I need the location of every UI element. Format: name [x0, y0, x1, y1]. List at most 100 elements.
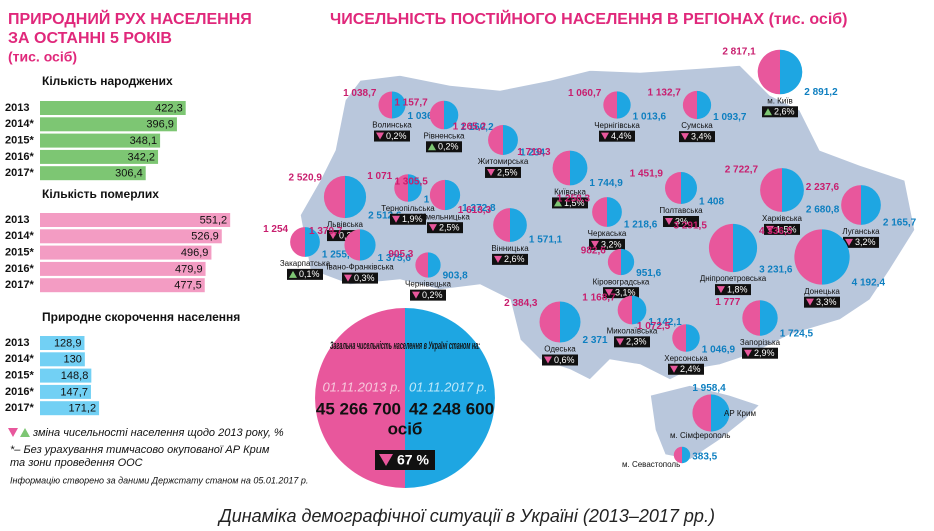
pie-2013 — [682, 90, 697, 120]
value-2013: 2 817,1 — [722, 46, 756, 57]
value-2017: 2 891,2 — [804, 87, 838, 98]
change-badge — [374, 130, 410, 142]
pie-2013 — [794, 229, 822, 285]
change-arrow — [665, 218, 673, 226]
value-2013: 1 254 — [263, 224, 288, 235]
bar-value-label: 348,1 — [130, 135, 158, 147]
pie-2017 — [607, 197, 622, 227]
total-half-2013 — [315, 308, 405, 488]
pie-2017 — [345, 175, 367, 219]
change-arrow — [744, 349, 752, 357]
region-name: м. Київ — [767, 96, 793, 105]
value-2013: 1 265,2 — [453, 122, 487, 133]
total-circle: Загальна чисельність населення в Україні… — [315, 308, 495, 488]
change-label: 2,5% — [439, 223, 460, 233]
bar-value-label: 342,2 — [128, 151, 156, 163]
bar-value-label: 148,8 — [61, 370, 89, 382]
pie-2017 — [686, 324, 700, 352]
region-name: Харківська — [762, 214, 803, 223]
value-2013: 1 719,3 — [517, 147, 551, 158]
bar-category: 2013 — [5, 337, 29, 349]
value-2013: 1 613,3 — [458, 205, 492, 216]
bar-category: 2013 — [5, 214, 29, 226]
pie-2013 — [607, 248, 621, 276]
value-2017: 2 371 — [583, 335, 608, 346]
pie-2017 — [711, 394, 730, 432]
city-name: м. Сімферополь — [670, 431, 730, 440]
region-name: Вінницька — [491, 244, 529, 253]
change-arrow — [544, 356, 552, 364]
region-name: Чернігівська — [594, 121, 640, 130]
change-arrow — [670, 365, 678, 373]
change-badge — [426, 141, 462, 153]
value-2013: 1 451,9 — [630, 169, 664, 180]
bar-chart-title: Природне скорочення населення — [42, 310, 240, 324]
change-badge — [427, 222, 463, 234]
bar — [40, 384, 91, 399]
change-badge — [542, 354, 578, 366]
pie-2017 — [621, 248, 635, 276]
pie-2013 — [378, 91, 392, 119]
value-2013: 1 157,7 — [394, 97, 428, 108]
pie-2017 — [510, 208, 527, 242]
region-name: Херсонська — [664, 354, 708, 363]
pie-2013 — [415, 252, 428, 278]
legend-arrow-down — [8, 428, 18, 437]
value-2017: 1 046,9 — [702, 344, 736, 355]
change-badge — [614, 336, 650, 348]
pie-2013 — [539, 301, 560, 343]
bar-value-label: 306,4 — [115, 168, 143, 180]
bar-value-label: 128,9 — [54, 337, 82, 349]
value-2017: 1 093,7 — [713, 112, 747, 123]
change-badge — [327, 230, 363, 242]
change-badge — [552, 197, 588, 209]
left-title: (тис. осіб) — [8, 49, 77, 65]
bar — [40, 368, 92, 383]
value-2017: 1 375,6 — [378, 253, 412, 264]
bar — [40, 101, 186, 115]
region-name: Запорізька — [740, 338, 781, 347]
change-badge — [342, 272, 378, 284]
change-label: 0,2% — [422, 290, 443, 300]
region-name: Миколаївська — [607, 326, 658, 335]
footnote: *– Без урахування тимчасово окупованої А… — [10, 444, 270, 456]
value-2013: 2 384,3 — [504, 298, 538, 309]
pie-2017 — [305, 227, 320, 257]
pie-2017 — [697, 90, 712, 120]
bar-value-label: 147,7 — [60, 386, 88, 398]
pie-2017 — [617, 91, 631, 119]
change-label: 3,1% — [615, 288, 636, 298]
bar-value-label: 551,2 — [200, 214, 228, 226]
pie-2013 — [394, 174, 408, 202]
pie-2013 — [603, 91, 617, 119]
change-arrow — [329, 232, 337, 240]
region-name: Закарпатська — [280, 259, 331, 268]
left-panel: ПРИРОДНИЙ РУХ НАСЕЛЕННЯ ЗА ОСТАННІ 5 РОКІ… — [5, 9, 252, 416]
region-name: Житомирська — [478, 157, 529, 166]
pie-2013 — [344, 229, 360, 261]
change-arrow — [429, 224, 437, 232]
change-label: 0,2% — [438, 142, 459, 152]
bar — [40, 352, 85, 367]
pie-2017 — [408, 174, 422, 202]
pie-2017 — [632, 295, 647, 325]
pie-2013 — [841, 185, 861, 225]
bar-value-label: 171,2 — [69, 403, 97, 415]
change-label: 1,5% — [776, 224, 797, 234]
value-2017: 1 744,9 — [589, 178, 623, 189]
pie-2017 — [780, 49, 803, 95]
change-badge — [663, 216, 699, 228]
value-2013: 1 060,7 — [568, 88, 602, 99]
pie-2013 — [429, 179, 445, 211]
total-arrow — [379, 454, 393, 466]
bar — [40, 117, 177, 132]
total-unit: осіб — [388, 419, 423, 438]
value-2017: 1 724,5 — [780, 328, 814, 339]
change-badge — [804, 296, 840, 308]
bar — [40, 166, 146, 181]
left-title: ПРИРОДНИЙ РУХ НАСЕЛЕННЯ — [8, 9, 252, 28]
change-label: 2,9% — [754, 348, 775, 358]
region-name: Сумська — [681, 121, 713, 130]
change-arrow — [764, 108, 772, 116]
